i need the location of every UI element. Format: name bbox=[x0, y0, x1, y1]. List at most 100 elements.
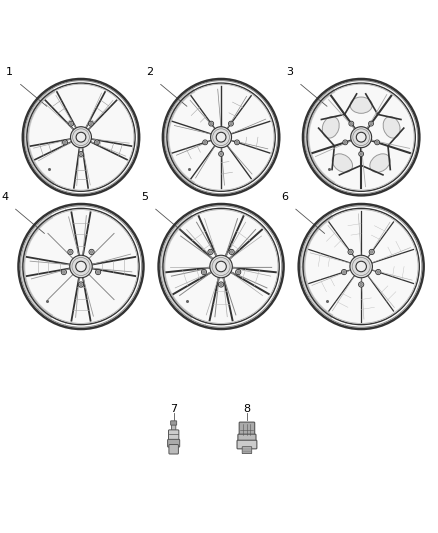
Circle shape bbox=[377, 271, 380, 273]
FancyBboxPatch shape bbox=[169, 430, 179, 442]
Circle shape bbox=[80, 153, 82, 155]
Circle shape bbox=[356, 261, 367, 272]
Circle shape bbox=[76, 132, 86, 142]
Circle shape bbox=[219, 282, 224, 287]
Circle shape bbox=[211, 127, 232, 148]
Circle shape bbox=[78, 282, 84, 287]
Circle shape bbox=[343, 271, 346, 273]
Circle shape bbox=[209, 251, 212, 253]
Circle shape bbox=[210, 123, 212, 125]
Circle shape bbox=[230, 123, 232, 125]
Circle shape bbox=[69, 251, 72, 253]
FancyBboxPatch shape bbox=[169, 445, 178, 454]
Circle shape bbox=[63, 140, 67, 145]
Text: 6: 6 bbox=[282, 191, 289, 201]
Circle shape bbox=[203, 140, 208, 145]
Circle shape bbox=[220, 153, 223, 155]
Circle shape bbox=[95, 140, 99, 145]
Circle shape bbox=[90, 123, 92, 125]
Circle shape bbox=[343, 140, 348, 145]
Circle shape bbox=[369, 249, 374, 255]
Circle shape bbox=[71, 127, 92, 148]
Circle shape bbox=[70, 123, 72, 125]
Ellipse shape bbox=[332, 154, 353, 172]
Circle shape bbox=[376, 270, 381, 274]
Circle shape bbox=[78, 151, 83, 156]
Circle shape bbox=[216, 132, 226, 142]
Circle shape bbox=[208, 249, 213, 255]
Text: 4: 4 bbox=[1, 191, 8, 201]
Circle shape bbox=[344, 141, 346, 143]
Circle shape bbox=[203, 271, 205, 273]
Text: 1: 1 bbox=[6, 67, 13, 77]
Text: 2: 2 bbox=[146, 67, 153, 77]
Circle shape bbox=[236, 141, 238, 143]
Text: 7: 7 bbox=[170, 404, 177, 414]
Circle shape bbox=[351, 127, 372, 148]
Circle shape bbox=[24, 209, 138, 324]
Circle shape bbox=[370, 123, 372, 125]
Circle shape bbox=[164, 209, 278, 324]
Circle shape bbox=[68, 249, 73, 255]
Circle shape bbox=[229, 121, 233, 126]
Circle shape bbox=[76, 261, 86, 272]
Circle shape bbox=[216, 261, 226, 272]
Circle shape bbox=[348, 249, 353, 255]
Circle shape bbox=[97, 271, 99, 273]
Circle shape bbox=[90, 251, 93, 253]
Circle shape bbox=[229, 249, 234, 255]
Circle shape bbox=[236, 270, 241, 274]
Circle shape bbox=[349, 251, 352, 253]
Text: 3: 3 bbox=[286, 67, 293, 77]
Ellipse shape bbox=[350, 97, 372, 114]
Circle shape bbox=[70, 255, 92, 278]
Circle shape bbox=[219, 151, 223, 156]
Text: 8: 8 bbox=[244, 404, 251, 414]
Circle shape bbox=[342, 270, 347, 274]
Text: 5: 5 bbox=[141, 191, 148, 201]
FancyBboxPatch shape bbox=[171, 421, 177, 425]
Circle shape bbox=[95, 270, 101, 274]
Circle shape bbox=[201, 270, 207, 274]
Circle shape bbox=[376, 141, 378, 143]
Circle shape bbox=[374, 140, 380, 145]
Circle shape bbox=[350, 123, 353, 125]
Ellipse shape bbox=[383, 117, 400, 138]
Ellipse shape bbox=[322, 117, 339, 138]
FancyBboxPatch shape bbox=[242, 447, 252, 454]
FancyBboxPatch shape bbox=[168, 439, 180, 447]
Circle shape bbox=[204, 141, 206, 143]
Circle shape bbox=[235, 140, 240, 145]
Circle shape bbox=[88, 121, 93, 126]
Circle shape bbox=[308, 84, 414, 190]
FancyBboxPatch shape bbox=[239, 422, 255, 438]
Circle shape bbox=[230, 251, 233, 253]
Circle shape bbox=[371, 251, 373, 253]
Circle shape bbox=[356, 132, 366, 142]
Circle shape bbox=[220, 283, 223, 286]
Circle shape bbox=[210, 255, 232, 278]
Circle shape bbox=[369, 121, 374, 126]
FancyBboxPatch shape bbox=[237, 440, 257, 449]
Circle shape bbox=[350, 255, 372, 278]
Circle shape bbox=[28, 84, 134, 190]
Circle shape bbox=[359, 282, 364, 287]
Ellipse shape bbox=[370, 154, 390, 172]
Circle shape bbox=[95, 141, 98, 143]
FancyBboxPatch shape bbox=[172, 423, 176, 432]
Circle shape bbox=[349, 121, 354, 126]
Circle shape bbox=[359, 151, 364, 156]
Circle shape bbox=[304, 209, 418, 324]
Circle shape bbox=[63, 271, 65, 273]
Circle shape bbox=[69, 121, 74, 126]
Circle shape bbox=[89, 249, 94, 255]
Circle shape bbox=[80, 283, 82, 286]
Circle shape bbox=[237, 271, 240, 273]
Circle shape bbox=[209, 121, 214, 126]
FancyBboxPatch shape bbox=[238, 434, 256, 443]
Circle shape bbox=[64, 141, 66, 143]
Circle shape bbox=[168, 84, 274, 190]
Circle shape bbox=[360, 283, 363, 286]
Circle shape bbox=[360, 153, 362, 155]
Circle shape bbox=[61, 270, 67, 274]
